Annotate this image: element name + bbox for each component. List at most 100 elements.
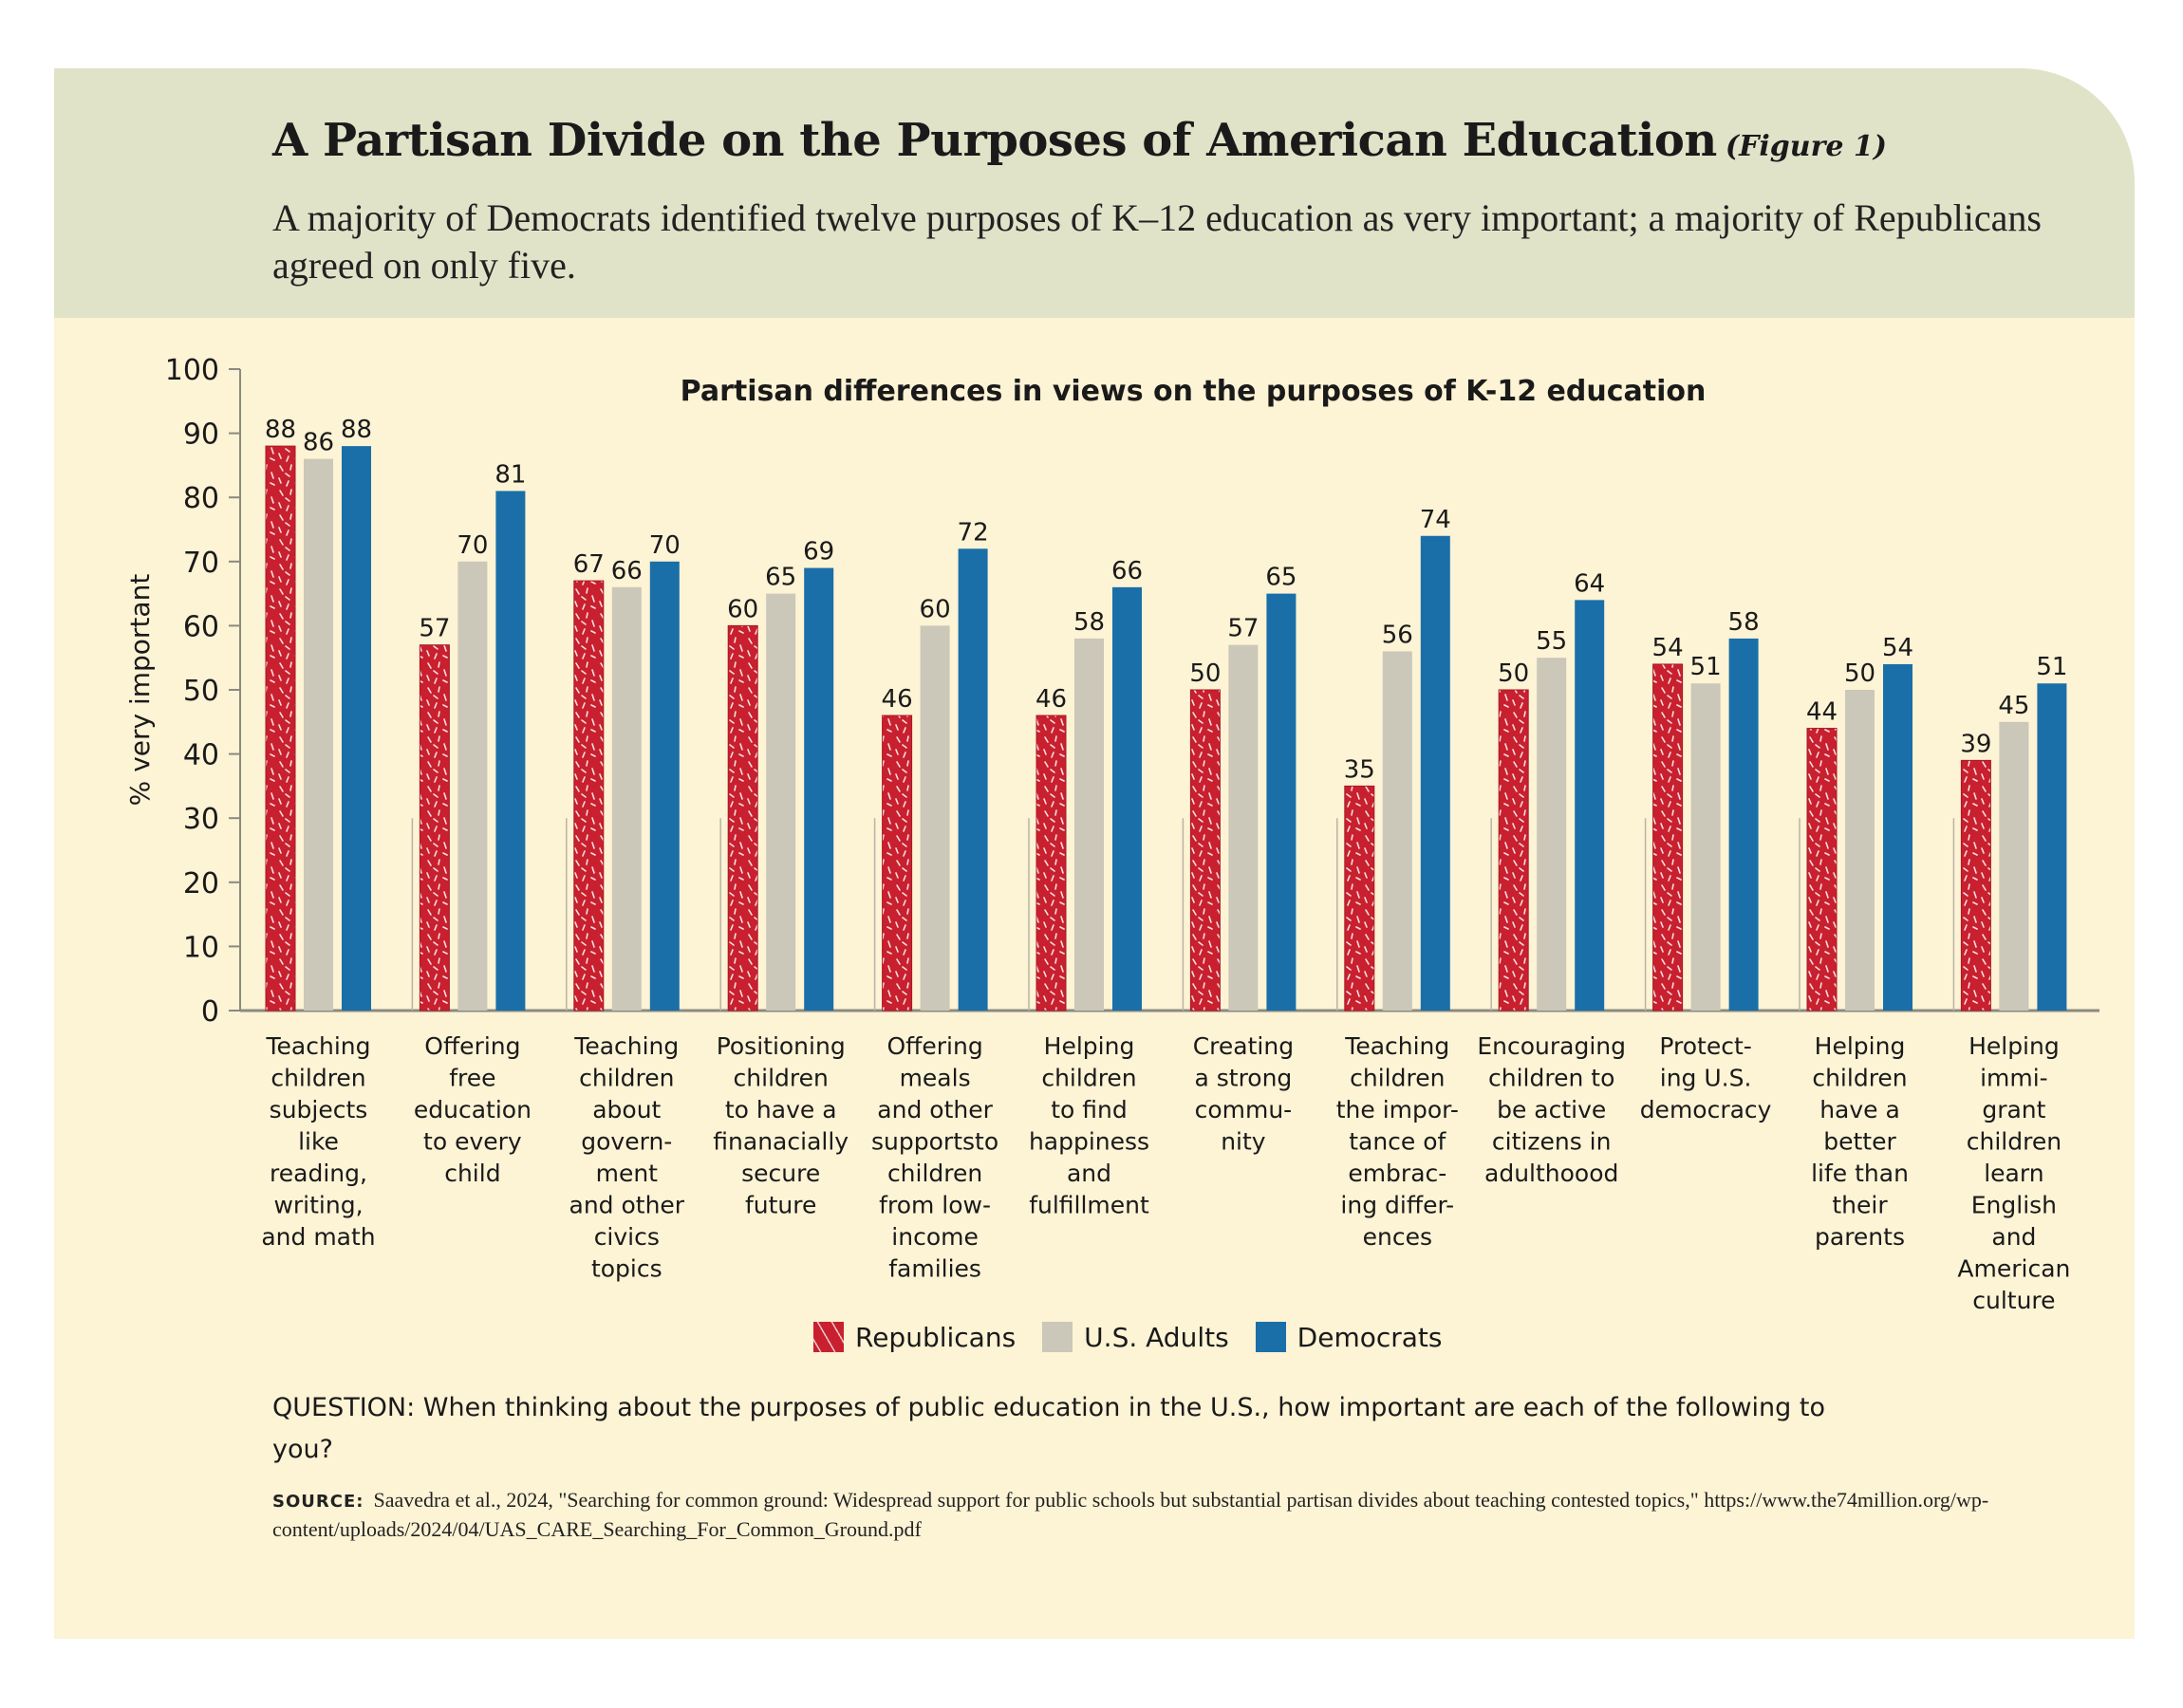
data-label: 51 — [1690, 653, 1722, 681]
bar-democrats — [1112, 586, 1142, 1011]
category-label-line: from low- — [879, 1192, 991, 1219]
category-label-line: govern- — [581, 1128, 672, 1156]
category-label-line: children — [734, 1065, 829, 1092]
category-label-line: civics — [594, 1223, 660, 1251]
source-note: SOURCE: Saavedra et al., 2024, "Searching… — [272, 1486, 2009, 1543]
bar-u-s-adults — [304, 458, 333, 1011]
y-tick-label: 70 — [183, 547, 219, 580]
category-label-line: and — [1067, 1160, 1111, 1187]
bar-outline — [1652, 663, 1684, 1012]
legend-item: Democrats — [1255, 1322, 1443, 1353]
category-label-line: ing differ- — [1340, 1192, 1454, 1219]
bar-democrats — [1420, 535, 1450, 1011]
data-label: 50 — [1189, 659, 1221, 688]
bar-u-s-adults — [920, 625, 950, 1011]
survey-question: QUESTION: When thinking about the purpos… — [272, 1393, 1825, 1464]
bar-outline — [727, 624, 758, 1012]
data-label: 46 — [882, 685, 913, 714]
legend-swatch — [1042, 1322, 1073, 1352]
legend-label: U.S. Adults — [1084, 1321, 1229, 1353]
category-label-line: to find — [1051, 1096, 1128, 1123]
legend-item: U.S. Adults — [1042, 1322, 1229, 1353]
category-label-line: Positioning — [717, 1032, 846, 1060]
bar-u-s-adults — [1690, 683, 1721, 1011]
category-label-line: topics — [591, 1255, 662, 1283]
bar-democrats — [804, 567, 834, 1011]
y-tick-label: 100 — [165, 354, 219, 387]
category-label-line: their — [1832, 1192, 1888, 1219]
category-label-line: income — [891, 1223, 979, 1251]
category-label-line: and — [1991, 1223, 2036, 1251]
bar-u-s-adults — [1845, 690, 1875, 1011]
data-label: 55 — [1536, 627, 1567, 656]
bar-democrats — [1728, 638, 1759, 1011]
bar-outline — [1344, 785, 1375, 1012]
category-label-line: Helping — [1044, 1032, 1135, 1060]
legend-swatch — [813, 1322, 844, 1352]
bar-democrats — [2037, 683, 2067, 1011]
bar-republicans — [1499, 690, 1529, 1011]
figure-card: A Partisan Divide on the Purposes of Ame… — [54, 68, 2135, 1639]
category-label-line: and other — [569, 1192, 685, 1219]
bar-democrats — [342, 446, 371, 1011]
data-label: 65 — [1265, 564, 1297, 592]
category-label-line: fulfillment — [1029, 1192, 1149, 1219]
data-label: 56 — [1382, 621, 1413, 649]
category-label-line: children to — [1488, 1065, 1614, 1092]
chart-legend: Republicans U.S. Adults Democrats — [813, 1318, 1469, 1356]
category-label-line: Protect- — [1659, 1032, 1751, 1060]
category-label-line: happiness — [1029, 1128, 1149, 1156]
bar-chart: 0 10 20 30 40 50 60 70 80 90 100 % very important Pa… — [124, 354, 2099, 1314]
category-label-line: to have a — [725, 1096, 837, 1123]
bar-u-s-adults — [611, 586, 642, 1011]
data-label: 69 — [803, 538, 834, 566]
bar-republicans — [1344, 786, 1374, 1011]
data-label: 50 — [1844, 659, 1875, 688]
data-label: 58 — [1073, 608, 1105, 637]
category-label-line: Offering — [424, 1032, 520, 1060]
data-label: 51 — [2036, 653, 2067, 681]
data-label: 35 — [1344, 755, 1375, 784]
data-label: 86 — [303, 429, 334, 457]
data-label: 66 — [1111, 557, 1143, 585]
bar-republicans — [1652, 663, 1683, 1011]
data-label: 70 — [649, 531, 681, 560]
chart-title: Partisan differences in views on the pur… — [681, 375, 1707, 408]
figure-reference: (Figure 1) — [1725, 130, 1887, 163]
y-tick-label: 30 — [183, 803, 219, 836]
data-label: 58 — [1728, 608, 1760, 637]
category-label-line: commu- — [1195, 1096, 1293, 1123]
category-label-line: American — [1957, 1255, 2070, 1283]
bar-u-s-adults — [457, 561, 488, 1011]
category-label-line: families — [888, 1255, 981, 1283]
bar-u-s-adults — [1537, 658, 1567, 1011]
y-tick-label: 10 — [183, 931, 219, 964]
bar-outline — [1189, 689, 1221, 1012]
bar-outline — [882, 715, 913, 1012]
legend-label: Republicans — [855, 1321, 1017, 1353]
data-label: 81 — [494, 460, 526, 489]
category-label-line: tance of — [1349, 1128, 1446, 1156]
bar-republicans — [1190, 690, 1221, 1011]
category-label-line: future — [745, 1192, 816, 1219]
data-label: 46 — [1036, 685, 1067, 714]
y-tick-label: 90 — [183, 418, 219, 452]
bar-u-s-adults — [766, 593, 796, 1011]
y-tick-label: 20 — [183, 867, 219, 900]
category-label-line: English — [1971, 1192, 2057, 1219]
category-label-line: Teaching — [1344, 1032, 1449, 1060]
category-label-line: to every — [423, 1128, 522, 1156]
data-label: 60 — [727, 595, 758, 623]
y-tick-label: 40 — [183, 739, 219, 772]
bar-outline — [265, 445, 296, 1012]
category-label-line: children — [887, 1160, 982, 1187]
figure-title: A Partisan Divide on the Purposes of Ame… — [272, 114, 1717, 167]
category-label-line: life than — [1811, 1160, 1909, 1187]
category-label-line: Creating — [1193, 1032, 1294, 1060]
bar-democrats — [649, 561, 680, 1011]
category-label-line: free — [449, 1065, 495, 1092]
legend-swatch — [1255, 1322, 1286, 1352]
category-label-line: immi- — [1980, 1065, 2048, 1092]
category-label-line: secure — [741, 1160, 820, 1187]
category-label-line: democracy — [1640, 1096, 1772, 1123]
